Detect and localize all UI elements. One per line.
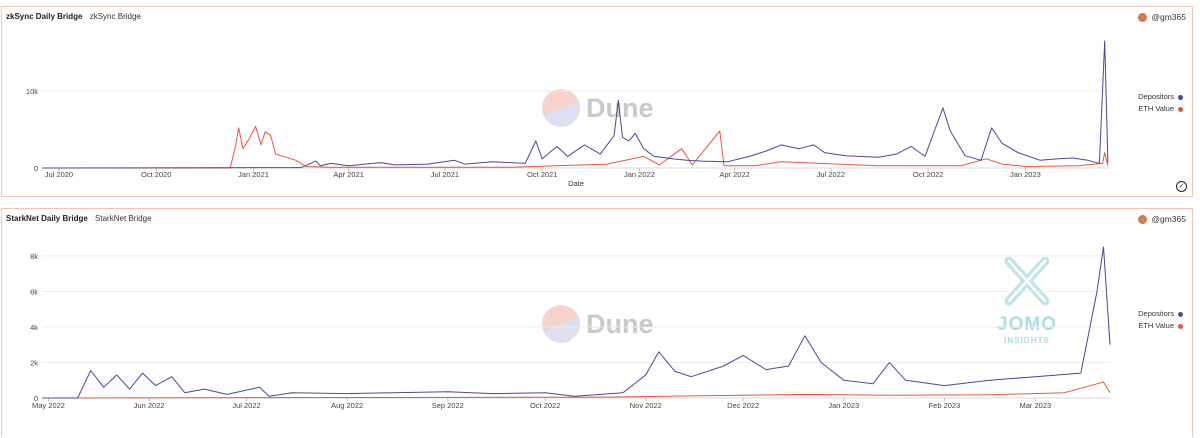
x-tick-label: Jan 2023 [828,401,859,410]
legend-label: Depositors [1138,309,1174,318]
avatar-icon [1138,214,1148,224]
dune-watermark: Dune [542,305,654,343]
x-tick-label: Apr 2022 [719,170,749,179]
zksync-line-chart: 0 10k Jul 2020 Oct 2020 Jan 2021 Apr 2021 Jul … [26,40,1110,188]
x-tick-label: Aug 2022 [331,401,363,410]
legend-label: ETH Value [1138,104,1174,113]
y-tick-label: 6k [30,287,38,296]
y-tick-label: 0 [34,164,38,173]
x-tick-label: Mar 2023 [1019,401,1051,410]
legend-item-depositors[interactable]: Depositors [1138,308,1183,320]
jomo-logo-icon [1004,256,1050,306]
x-tick-label: Jan 2023 [1010,170,1041,179]
brand-name: JOMO [997,314,1057,335]
x-tick-label: Apr 2021 [333,170,363,179]
author-name: @gm365 [1151,214,1186,224]
chart-subtitle: StarkNet Bridge [95,214,152,223]
x-tick-label: May 2022 [32,401,65,410]
x-axis-title: Date [568,179,584,188]
x-tick-label: Jul 2022 [817,170,845,179]
series-line-depositors[interactable] [42,246,1111,399]
x-tick-label: Oct 2020 [141,170,171,179]
jomo-insights-watermark: JOMO INSIGHTS [982,256,1072,345]
x-tick-label: Sep 2022 [432,401,464,410]
legend-swatch [1178,323,1183,329]
x-tick-label: Jan 2022 [624,170,655,179]
legend-swatch [1178,94,1183,100]
chart-title: zkSync Daily Bridge [6,12,83,21]
y-tick-label: 2k [30,358,38,367]
legend-item-depositors[interactable]: Depositors [1138,91,1183,103]
x-tick-label: Oct 2021 [527,170,557,179]
legend-swatch [1178,311,1183,317]
series-line-depositors[interactable] [41,40,1109,169]
starknet-chart-panel: StarkNet Daily Bridge StarkNet Bridge @g… [1,208,1193,437]
chart-header: StarkNet Daily Bridge StarkNet Bridge [6,214,152,223]
chart-title: StarkNet Daily Bridge [6,214,88,223]
x-tick-label: Jul 2021 [431,170,459,179]
legend-item-eth-value[interactable]: ETH Value [1138,103,1183,115]
x-tick-label: Jul 2020 [45,170,73,179]
chart-legend: Depositors ETH Value [1138,91,1183,115]
x-tick-label: Oct 2022 [530,401,560,410]
x-tick-label: Jun 2022 [134,401,165,410]
check-circle-icon[interactable]: ✓ [1176,181,1187,192]
x-tick-label: Nov 2022 [630,401,662,410]
zksync-chart-panel: zkSync Daily Bridge zkSync Bridge @gm365… [1,6,1193,197]
x-tick-label: Jul 2022 [232,401,260,410]
series-line-eth-value[interactable] [41,381,1111,399]
legend-item-eth-value[interactable]: ETH Value [1138,320,1183,332]
x-tick-label: Jan 2021 [238,170,269,179]
chart-header: zkSync Daily Bridge zkSync Bridge [6,12,141,21]
brand-tagline: INSIGHTS [1004,336,1050,345]
series-line-eth-value[interactable] [42,125,1109,169]
watermark-text: Dune [586,308,654,339]
author-badge[interactable]: @gm365 [1138,12,1186,22]
y-tick-label: 10k [26,87,38,96]
author-badge[interactable]: @gm365 [1138,214,1186,224]
legend-label: Depositors [1138,92,1174,101]
watermark-text: Dune [586,92,654,123]
x-tick-label: Oct 2022 [913,170,943,179]
author-name: @gm365 [1151,12,1186,22]
legend-label: ETH Value [1138,321,1174,330]
y-tick-label: 0 [34,394,38,403]
starknet-line-chart: 0 2k 4k 6k 8k May 2022 Jun 2022 Jul 2022 Aug 202… [30,246,1111,410]
dune-logo-icon [542,305,580,343]
y-tick-label: 8k [30,252,38,261]
dune-watermark: Dune [542,89,654,127]
x-tick-label: Feb 2023 [929,401,961,410]
avatar-icon [1138,12,1148,22]
dune-logo-icon [542,89,580,127]
chart-subtitle: zkSync Bridge [89,12,141,21]
x-tick-label: Dec 2022 [727,401,759,410]
legend-swatch [1178,106,1183,112]
y-tick-label: 4k [30,323,38,332]
chart-legend: Depositors ETH Value [1138,308,1183,332]
